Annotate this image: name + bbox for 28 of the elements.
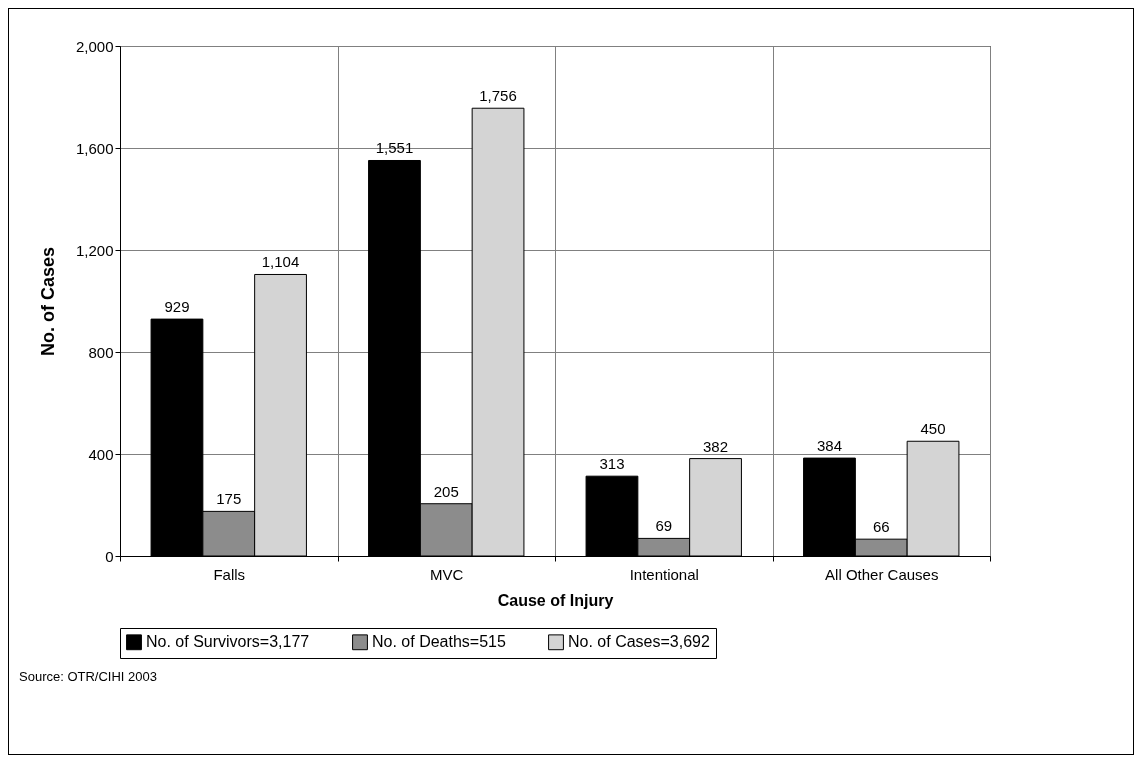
data-label: 313 [599, 455, 625, 473]
y-tick-label: 1,600 [75, 139, 114, 157]
data-label: 1,551 [375, 139, 414, 157]
x-tick-label: Falls [213, 565, 246, 583]
legend-label: No. of Survivors=3,177 [146, 633, 310, 651]
data-label: 450 [920, 420, 946, 438]
data-label: 205 [433, 482, 459, 500]
data-label: 175 [216, 490, 242, 508]
x-tick-label: MVC [430, 565, 464, 583]
x-tick-label: Intentional [629, 565, 699, 583]
y-tick-label: 2,000 [75, 37, 114, 55]
source-note: Source: OTR/CIHI 2003 [19, 669, 158, 684]
data-label: 384 [816, 437, 842, 455]
data-label: 1,104 [261, 253, 300, 271]
data-label: 69 [655, 517, 673, 535]
x-tick-label: All Other Causes [825, 565, 939, 583]
x-axis-title: Cause of Injury [497, 591, 614, 609]
y-tick-label: 1,200 [75, 241, 114, 259]
data-label: 382 [703, 437, 729, 455]
y-axis-title: No. of Cases [37, 246, 58, 357]
y-tick-label: 400 [88, 445, 114, 463]
data-label: 1,756 [479, 87, 517, 105]
legend-label: No. of Cases=3,692 [568, 633, 710, 651]
y-tick-label: 0 [105, 547, 114, 565]
legend-label: No. of Deaths=515 [372, 633, 506, 651]
data-label: 66 [872, 518, 890, 536]
y-tick-label: 800 [88, 343, 114, 361]
data-label: 929 [164, 298, 190, 316]
